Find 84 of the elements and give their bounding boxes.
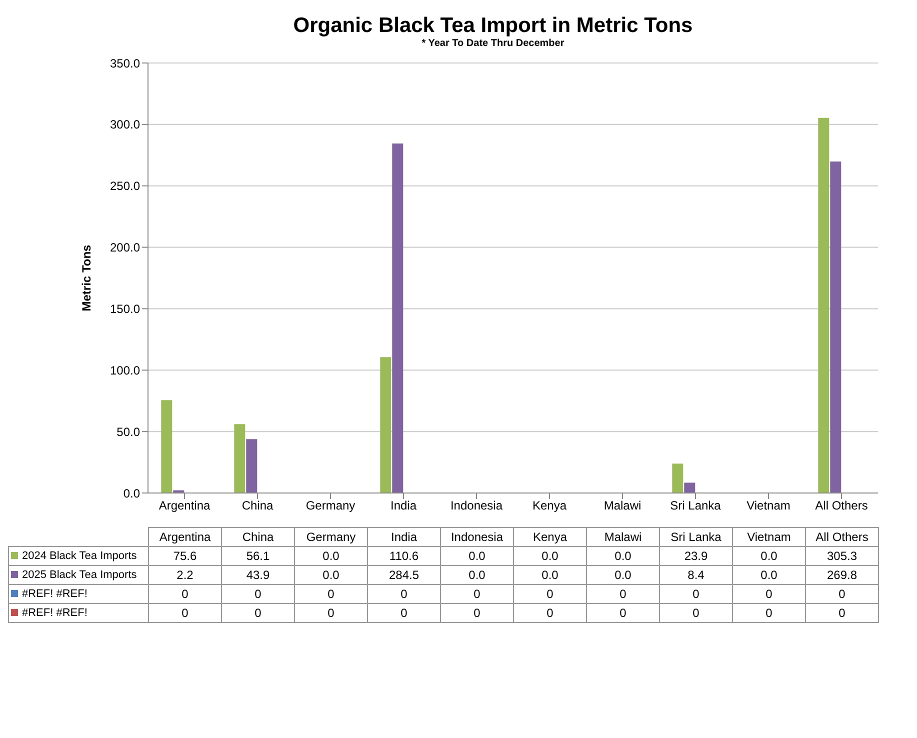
category-label: China <box>242 530 274 544</box>
data-label: 0 <box>514 584 586 604</box>
x-tick-label: Malawi <box>604 498 642 513</box>
chart-title: Organic Black Tea Import in Metric Tons <box>292 14 694 38</box>
data-label: 0.0 <box>732 546 806 566</box>
data-label: 0 <box>148 604 222 622</box>
category-label: Vietnam <box>747 530 791 544</box>
category-label: Sri Lanka <box>670 530 722 544</box>
data-label: 0 <box>514 604 586 622</box>
x-tick-label: Vietnam <box>746 498 790 513</box>
bar <box>684 482 696 493</box>
data-label: 0 <box>368 584 440 604</box>
data-label: 0 <box>660 584 732 604</box>
data-label: 305.3 <box>806 546 878 566</box>
bar <box>818 118 830 493</box>
bar <box>246 439 258 493</box>
legend-label: #REF! #REF! <box>8 604 148 622</box>
legend-label: 2024 Black Tea Imports <box>8 546 148 566</box>
category-label: India <box>390 530 418 544</box>
legend-label: #REF! #REF! <box>8 584 148 604</box>
chart-subtitle: * Year To Date Thru December <box>420 38 566 49</box>
x-tick-label: Germany <box>306 498 356 513</box>
x-tick-label: Kenya <box>532 498 567 513</box>
bar <box>380 357 392 493</box>
data-label: 0.0 <box>586 546 660 566</box>
data-label: 0.0 <box>586 566 660 584</box>
bar <box>392 143 404 493</box>
bar <box>161 400 172 493</box>
legend-label: 2025 Black Tea Imports <box>8 566 148 584</box>
data-label: 0.0 <box>440 546 514 566</box>
data-label: 0.0 <box>294 546 368 566</box>
x-tick-label: China <box>242 498 274 513</box>
data-label: 0 <box>660 604 732 622</box>
data-label: 284.5 <box>368 566 440 584</box>
y-tick-label: 150.0 <box>110 302 140 316</box>
x-tick-label: All Others <box>815 498 868 513</box>
y-tick-label: 250.0 <box>110 179 140 194</box>
y-tick-label: 200.0 <box>110 240 140 255</box>
y-tick-label: 0.0 <box>123 486 140 500</box>
x-tick-label: Indonesia <box>450 498 503 513</box>
x-tick-label: India <box>390 498 417 513</box>
data-label: 0 <box>440 604 514 622</box>
category-label: Germany <box>306 530 356 544</box>
data-label: 2.2 <box>148 566 222 584</box>
bar <box>830 162 842 493</box>
category-label: Kenya <box>532 530 568 544</box>
y-axis-title: Metric Tons <box>79 244 94 312</box>
data-label: 0 <box>806 604 878 622</box>
data-label: 0.0 <box>294 566 368 584</box>
data-label: 43.9 <box>222 566 294 584</box>
y-tick-label: 50.0 <box>116 424 140 439</box>
category-label: Malawi <box>604 530 642 544</box>
data-label: 0.0 <box>440 566 514 584</box>
data-label: 0 <box>586 584 660 604</box>
category-label: Indonesia <box>450 530 504 544</box>
bar <box>672 464 684 493</box>
data-label: 0.0 <box>514 566 586 584</box>
data-label: 0 <box>732 604 806 622</box>
x-tick-label: Argentina <box>158 498 211 513</box>
y-tick-label: 100.0 <box>110 363 140 378</box>
data-label: 0.0 <box>514 546 586 566</box>
data-label: 0 <box>222 584 294 604</box>
data-label: 269.8 <box>806 566 878 584</box>
data-label: 0 <box>440 584 514 604</box>
data-label: 0 <box>806 584 878 604</box>
data-label: 0.0 <box>732 566 806 584</box>
bar <box>234 424 246 493</box>
data-label: 0 <box>222 604 294 622</box>
data-label: 0 <box>586 604 660 622</box>
data-label: 75.6 <box>148 546 222 566</box>
category-label: All Others <box>816 530 868 544</box>
x-tick-label: Sri Lanka <box>670 498 722 513</box>
data-label: 0 <box>148 584 222 604</box>
y-tick-label: 300.0 <box>110 118 140 132</box>
category-label: Argentina <box>159 530 211 544</box>
data-label: 8.4 <box>660 566 732 584</box>
data-label: 0 <box>732 584 806 604</box>
data-label: 23.9 <box>660 546 732 566</box>
data-label: 110.6 <box>368 546 440 566</box>
data-label: 56.1 <box>222 546 294 566</box>
y-tick-label: 350.0 <box>110 56 140 70</box>
data-label: 0 <box>368 604 440 622</box>
data-label: 0 <box>294 604 368 622</box>
data-label: 0 <box>294 584 368 604</box>
